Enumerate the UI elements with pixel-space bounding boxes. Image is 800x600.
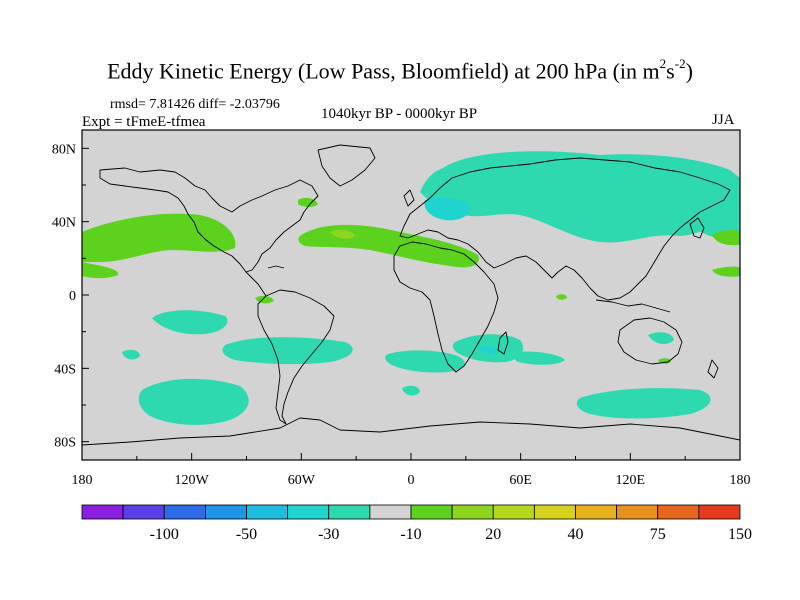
coastline-madagascar <box>497 331 509 355</box>
coastline-indonesia <box>595 299 671 313</box>
colorbar-swatch <box>657 504 700 520</box>
period-label: 1040kyr BP - 0000kyr BP <box>321 106 478 122</box>
lon-tick-label: 120W <box>175 473 210 488</box>
anomaly-region-southern-ocean-b <box>576 388 711 419</box>
lon-tick-label: 60W <box>288 473 316 488</box>
colorbar-swatch <box>451 504 494 520</box>
colorbar-swatch <box>122 504 165 520</box>
chart-title: Eddy Kinetic Energy (Low Pass, Bloomfiel… <box>107 56 693 84</box>
anomaly-region-southern-ocean-a <box>402 385 420 396</box>
colorbar-label: -10 <box>400 526 421 543</box>
colorbar-swatch <box>533 504 576 520</box>
lat-tick-label: 0 <box>69 289 76 304</box>
anomaly-region-canada-green <box>298 197 318 207</box>
anomaly-region-south-pacific-d <box>138 378 249 425</box>
colorbar-swatch <box>81 504 124 520</box>
colorbar-swatch <box>204 504 247 520</box>
anomaly-region-pacific-green <box>82 213 236 262</box>
coastline-british-isles <box>403 189 415 207</box>
anomaly-region-south-pacific-b <box>222 337 353 365</box>
coastline-greenland <box>317 144 376 187</box>
anomaly-region-west-pacific-green <box>712 230 740 246</box>
anomaly-region-atlantic-green-2 <box>330 229 355 239</box>
colorbar-swatch <box>575 504 618 520</box>
colorbar-swatch <box>246 504 289 520</box>
coastline-australia <box>617 317 683 365</box>
coastline-central-america <box>245 271 267 297</box>
colorbar-label: -50 <box>236 526 257 543</box>
coastline-japan <box>689 217 705 239</box>
coastline-south-america <box>257 289 335 425</box>
colorbar-label: 75 <box>650 526 666 543</box>
anomaly-region-europe <box>424 197 471 221</box>
anomaly-region-pacific-green-2 <box>82 262 119 279</box>
anomaly-region-west-pacific-green-2 <box>712 266 740 277</box>
colorbar-label: -30 <box>318 526 339 543</box>
colorbar-swatch <box>369 504 412 520</box>
colorbar-label: -100 <box>150 526 179 543</box>
longitude-axis: 180 120W 60W 0 60E 120E 180 <box>72 453 751 488</box>
colorbar-label: 40 <box>568 526 584 543</box>
colorbar-label: 20 <box>485 526 501 543</box>
lon-tick-label: 0 <box>408 473 415 488</box>
lat-tick-label: 80N <box>52 142 76 157</box>
coastline-caribbean <box>267 265 285 269</box>
lat-tick-label: 40N <box>52 216 76 231</box>
anomaly-region-south-indian-c <box>478 345 498 355</box>
colorbar-swatch <box>328 504 371 520</box>
lat-tick-label: 80S <box>54 436 76 451</box>
anomaly-region-south-indian-d <box>513 351 565 365</box>
colorbar-swatch <box>410 504 453 520</box>
colorbar: -100 -50 -30 -10 20 40 75 150 <box>81 504 752 543</box>
coastline-antarctica <box>82 417 740 446</box>
colorbar-swatch <box>163 504 206 520</box>
coastlines <box>82 144 740 446</box>
anomaly-region-south-pacific-a <box>152 310 228 335</box>
lon-tick-label: 180 <box>72 473 93 488</box>
colorbar-swatch <box>698 504 741 520</box>
colorbar-swatch <box>492 504 535 520</box>
colorbar-swatch <box>287 504 330 520</box>
coastline-africa <box>393 241 499 373</box>
stats-text: rmsd= 7.81426 diff= -2.03796 <box>110 97 280 112</box>
latitude-axis: 80N 40N 0 40S 80S <box>52 142 89 451</box>
coastline-eurasia <box>399 157 731 301</box>
coastline-new-zealand <box>707 359 719 379</box>
anomaly-region-australia-a <box>648 332 674 345</box>
lat-tick-label: 40S <box>54 362 76 377</box>
lon-tick-label: 60E <box>509 473 532 488</box>
anomaly-field-layer <box>82 151 740 425</box>
season-label: JJA <box>712 112 735 128</box>
colorbar-label: 150 <box>728 526 752 543</box>
experiment-label: Expt = tFmeE-tfmea <box>82 114 206 130</box>
lon-tick-label: 180 <box>730 473 751 488</box>
colorbar-swatch <box>616 504 659 520</box>
anomaly-region-tropic-green-b <box>556 294 567 300</box>
anomaly-region-tropic-green-a <box>255 295 274 304</box>
coastline-north-america <box>99 167 319 273</box>
lon-tick-label: 120E <box>616 473 646 488</box>
anomaly-region-eurasia <box>420 151 740 243</box>
anomaly-region-south-pacific-c <box>122 349 140 360</box>
